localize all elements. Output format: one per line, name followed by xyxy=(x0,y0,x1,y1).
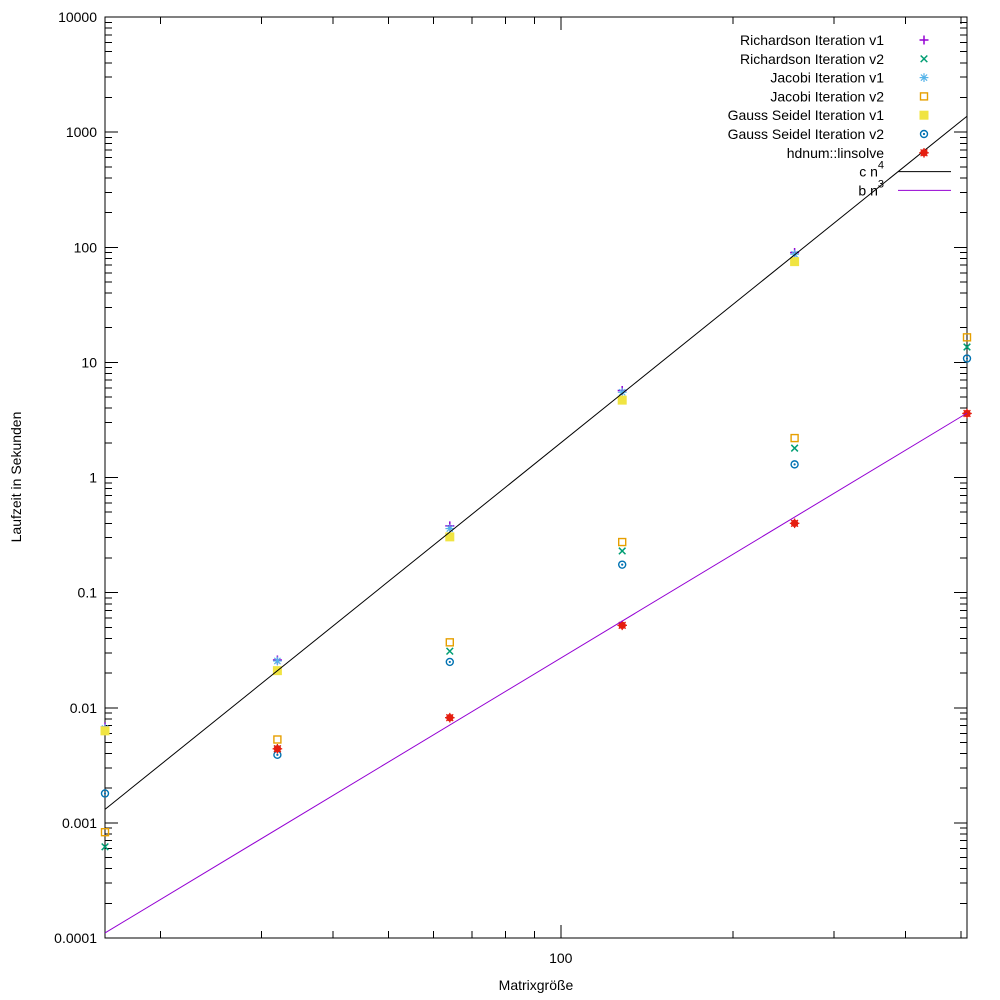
legend-marker-richardson-iteration-v2 xyxy=(920,54,928,63)
legend-label-richardson-iteration-v1: Richardson Iteration v1 xyxy=(740,32,884,48)
fit-line-b-n-3 xyxy=(104,412,968,934)
y-tick-label: 0.1 xyxy=(78,585,98,601)
data-point xyxy=(445,647,454,656)
y-tick-label: 0.001 xyxy=(62,815,97,831)
data-point xyxy=(962,333,972,342)
data-point xyxy=(617,395,627,405)
data-point xyxy=(962,354,972,363)
data-point xyxy=(618,547,627,555)
series-gauss-seidel-iteration-v2 xyxy=(100,354,972,798)
x-tick-label: 100 xyxy=(549,950,573,966)
data-point xyxy=(790,257,800,267)
data-point xyxy=(445,657,454,667)
y-tick-label: 10 xyxy=(81,354,97,370)
data-point xyxy=(789,518,800,529)
legend-marker-jacobi-iteration-v1 xyxy=(919,73,929,82)
data-point xyxy=(617,620,627,631)
legend-marker-jacobi-iteration-v2 xyxy=(919,92,929,101)
y-tick-label: 100 xyxy=(74,239,98,255)
legend-marker-richardson-iteration-v1 xyxy=(919,35,929,45)
legend-label-gauss-seidel-iteration-v1: Gauss Seidel Iteration v1 xyxy=(728,107,885,123)
y-tick-label: 0.0001 xyxy=(54,930,97,946)
data-point xyxy=(445,638,454,647)
legend-label-c-n-4: c n4 xyxy=(859,160,884,180)
data-point xyxy=(618,537,627,547)
data-point xyxy=(100,726,110,736)
y-axis-title: Laufzeit in Sekunden xyxy=(8,411,24,543)
x-axis-title: Matrixgröße xyxy=(498,977,574,993)
legend-label-hdnum-linsolve: hdnum::linsolve xyxy=(787,145,884,161)
y-tick-label: 10000 xyxy=(58,9,97,25)
series-gauss-seidel-iteration-v1 xyxy=(100,257,800,736)
legend-label-gauss-seidel-iteration-v2: Gauss Seidel Iteration v2 xyxy=(728,126,885,142)
data-point xyxy=(963,343,971,351)
axis-ticks xyxy=(105,16,967,939)
data-point xyxy=(618,560,627,569)
data-point xyxy=(617,387,627,397)
data-point xyxy=(445,532,455,542)
data-point xyxy=(100,827,110,837)
series-richardson-iteration-v2 xyxy=(101,343,971,851)
legend-marker-gauss-seidel-iteration-v1 xyxy=(919,110,929,120)
data-point xyxy=(790,460,799,469)
data-point xyxy=(273,735,282,744)
legend-label-jacobi-iteration-v1: Jacobi Iteration v1 xyxy=(770,70,884,86)
data-point xyxy=(790,433,799,443)
data-point xyxy=(100,789,110,798)
data-point xyxy=(445,712,455,723)
data-point xyxy=(273,656,282,666)
data-point xyxy=(272,743,283,754)
data-point xyxy=(790,444,799,452)
y-tick-label: 0.01 xyxy=(70,700,97,716)
legend xyxy=(898,35,951,191)
legend-label-jacobi-iteration-v2: Jacobi Iteration v2 xyxy=(770,88,884,104)
legend-label-richardson-iteration-v2: Richardson Iteration v2 xyxy=(740,51,884,67)
series-jacobi-iteration-v2 xyxy=(100,333,972,837)
y-tick-label: 1000 xyxy=(66,124,97,140)
series-hdnum-linsolve xyxy=(272,408,972,754)
series-jacobi-iteration-v1 xyxy=(100,249,799,733)
legend-marker-gauss-seidel-iteration-v2 xyxy=(919,129,929,139)
y-tick-label: 1 xyxy=(89,470,97,486)
data-point xyxy=(101,842,109,851)
legend-label-b-n-3: b n3 xyxy=(858,178,884,198)
fit-line-c-n-4 xyxy=(104,115,968,810)
legend-marker-hdnum-linsolve xyxy=(919,148,929,158)
